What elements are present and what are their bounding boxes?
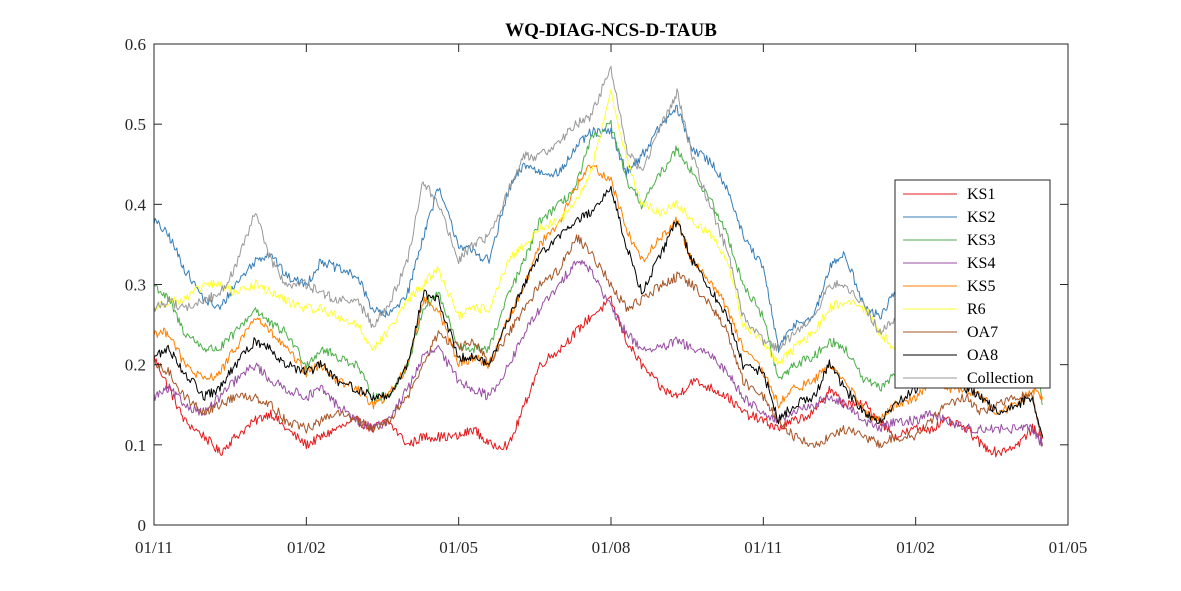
legend-label-collection: Collection (967, 370, 1034, 387)
legend-label-ks5: KS5 (967, 278, 995, 295)
legend-label-r6: R6 (967, 301, 986, 318)
legend: KS1 KS2 KS3 KS4 KS5 R6 OA7 OA8 Collection (894, 179, 1051, 389)
series-line-ks5 (153, 164, 1044, 424)
x-tick-label: 01/11 (744, 538, 782, 557)
y-tick-label: 0.5 (125, 115, 146, 134)
chart-title: WQ-DIAG-NCS-D-TAUB (505, 20, 717, 41)
x-tick-label: 01/11 (135, 538, 173, 557)
x-tick-label: 01/05 (1049, 538, 1088, 557)
y-tick-label: 0.4 (125, 195, 147, 214)
y-tick-label: 0 (138, 516, 147, 535)
series-line-oa8 (153, 185, 1044, 437)
y-tick-label: 0.1 (125, 436, 146, 455)
series-line-ks1 (153, 295, 1044, 458)
legend-label-oa8: OA8 (967, 347, 998, 364)
y-tick-label: 0.2 (125, 356, 146, 375)
y-tick-label: 0.3 (125, 276, 146, 295)
legend-label-ks4: KS4 (967, 255, 995, 272)
x-tick-label: 01/02 (287, 538, 326, 557)
legend-label-ks1: KS1 (967, 186, 995, 203)
legend-box (894, 179, 1051, 389)
series-layer (153, 65, 1044, 458)
y-tick-label: 0.6 (125, 35, 146, 54)
legend-label-oa7: OA7 (967, 324, 998, 341)
series-line-ks4 (153, 259, 1044, 447)
series-line-oa7 (153, 234, 1044, 449)
legend-label-ks3: KS3 (967, 232, 995, 249)
x-tick-label: 01/02 (896, 538, 935, 557)
x-tick-label: 01/05 (439, 538, 478, 557)
legend-label-ks2: KS2 (967, 209, 995, 226)
x-tick-label: 01/08 (592, 538, 631, 557)
axes-layer: 0 0.1 0.2 0.3 0.4 0.5 0.6 01/11 01/02 01/05 01/08 0… (125, 35, 1088, 557)
